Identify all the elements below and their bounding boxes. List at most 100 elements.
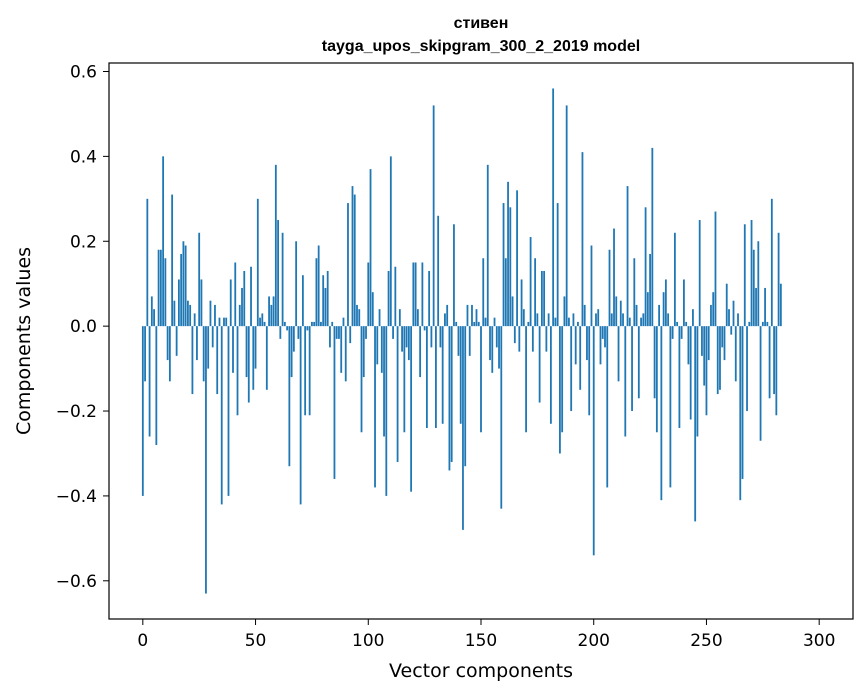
bar-43 bbox=[238, 304, 241, 327]
bar-37 bbox=[225, 317, 228, 327]
bar-104 bbox=[376, 326, 379, 365]
bar-118 bbox=[407, 326, 410, 361]
bar-183 bbox=[554, 317, 557, 327]
bar-243 bbox=[689, 326, 692, 420]
chart-subtitle: tayga_upos_skipgram_300_2_2019 model bbox=[322, 38, 640, 55]
bar-211 bbox=[617, 326, 620, 382]
bar-244 bbox=[692, 309, 694, 327]
bar-186 bbox=[561, 326, 564, 433]
bar-181 bbox=[549, 326, 552, 424]
x-tick-label: 200 bbox=[578, 631, 610, 651]
bar-140 bbox=[457, 326, 460, 356]
bar-272 bbox=[755, 287, 757, 327]
bar-133 bbox=[441, 326, 444, 424]
bar-242 bbox=[687, 326, 690, 365]
bar-268 bbox=[746, 326, 748, 412]
bar-201 bbox=[595, 313, 597, 327]
bar-74 bbox=[308, 326, 311, 416]
bar-282 bbox=[777, 232, 780, 327]
bar-261 bbox=[730, 326, 733, 335]
bar-2 bbox=[146, 198, 149, 327]
bar-25 bbox=[198, 232, 201, 327]
x-axis-ticks: 0 50 100 150 200 250 300 bbox=[137, 619, 835, 651]
bar-59 bbox=[274, 164, 277, 327]
bar-281 bbox=[775, 326, 778, 416]
bar-132 bbox=[439, 326, 442, 348]
bar-255 bbox=[716, 326, 719, 395]
bar-195 bbox=[581, 152, 584, 327]
bar-240 bbox=[683, 279, 685, 327]
y-axis-label: Components values bbox=[13, 247, 35, 435]
bar-4 bbox=[150, 296, 153, 327]
bar-105 bbox=[378, 309, 381, 327]
bar-231 bbox=[662, 292, 665, 327]
bar-142 bbox=[462, 326, 464, 530]
bar-247 bbox=[698, 220, 701, 327]
bar-220 bbox=[637, 326, 640, 399]
bar-234 bbox=[669, 326, 672, 488]
x-tick-label: 250 bbox=[690, 631, 722, 651]
bar-127 bbox=[428, 270, 431, 327]
bar-184 bbox=[556, 203, 559, 327]
bar-53 bbox=[261, 313, 264, 327]
bar-29 bbox=[207, 326, 210, 369]
y-tick-label: 0.2 bbox=[70, 232, 97, 252]
x-axis-label: Vector components bbox=[389, 660, 573, 682]
bar-178 bbox=[543, 270, 546, 327]
bar-103 bbox=[374, 326, 376, 488]
bar-194 bbox=[579, 326, 582, 390]
bar-16 bbox=[177, 279, 180, 327]
bar-0 bbox=[141, 326, 144, 496]
bars-group bbox=[141, 88, 782, 594]
y-tick-label: −0.6 bbox=[56, 572, 97, 592]
bar-212 bbox=[619, 300, 622, 327]
bar-144 bbox=[466, 304, 469, 327]
bar-232 bbox=[664, 279, 667, 327]
y-axis-ticks: −0.6 −0.4 −0.2 0.0 0.2 0.4 0.6 bbox=[56, 62, 109, 592]
bar-67 bbox=[292, 326, 295, 352]
bar-19 bbox=[184, 245, 187, 327]
bar-164 bbox=[511, 296, 514, 327]
bar-56 bbox=[268, 296, 270, 327]
bar-161 bbox=[504, 258, 507, 327]
bar-107 bbox=[383, 326, 385, 437]
bar-222 bbox=[642, 313, 645, 327]
bar-120 bbox=[412, 262, 415, 327]
bar-98 bbox=[362, 326, 365, 378]
bar-60 bbox=[277, 220, 279, 327]
bar-179 bbox=[545, 326, 548, 352]
bar-122 bbox=[416, 309, 419, 327]
bar-167 bbox=[518, 326, 521, 352]
bar-199 bbox=[590, 245, 593, 327]
x-tick-label: 0 bbox=[137, 631, 148, 651]
bar-61 bbox=[279, 326, 282, 339]
bar-58 bbox=[272, 296, 275, 327]
bar-17 bbox=[180, 253, 183, 327]
bar-70 bbox=[299, 326, 302, 505]
bar-262 bbox=[732, 300, 735, 327]
bar-200 bbox=[592, 326, 595, 556]
bar-238 bbox=[678, 326, 681, 429]
y-tick-label: −0.2 bbox=[56, 402, 97, 422]
bar-138 bbox=[453, 224, 455, 327]
bar-198 bbox=[588, 326, 591, 416]
bar-149 bbox=[477, 321, 480, 327]
bar-121 bbox=[414, 262, 417, 327]
bar-250 bbox=[705, 326, 708, 416]
bar-76 bbox=[313, 321, 316, 327]
bar-135 bbox=[446, 304, 449, 327]
bar-44 bbox=[241, 287, 243, 327]
bar-245 bbox=[694, 326, 697, 522]
bar-3 bbox=[148, 326, 151, 437]
bar-79 bbox=[320, 321, 322, 327]
bar-114 bbox=[398, 309, 401, 327]
plot-frame bbox=[108, 62, 854, 620]
bar-116 bbox=[403, 326, 406, 433]
bar-46 bbox=[245, 326, 248, 378]
bar-271 bbox=[752, 249, 755, 327]
bar-128 bbox=[430, 326, 433, 348]
bar-215 bbox=[626, 186, 629, 327]
bar-152 bbox=[484, 317, 487, 327]
bar-192 bbox=[574, 326, 577, 365]
